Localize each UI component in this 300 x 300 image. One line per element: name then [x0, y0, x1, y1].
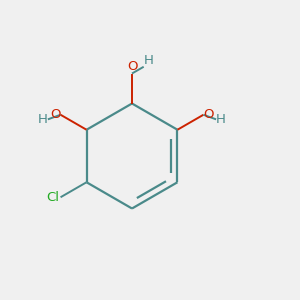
Text: H: H — [144, 54, 154, 67]
Text: O: O — [50, 108, 61, 121]
Text: O: O — [127, 61, 137, 74]
Text: H: H — [216, 113, 226, 126]
Text: H: H — [38, 113, 48, 126]
Text: Cl: Cl — [46, 191, 59, 204]
Text: O: O — [203, 108, 214, 121]
